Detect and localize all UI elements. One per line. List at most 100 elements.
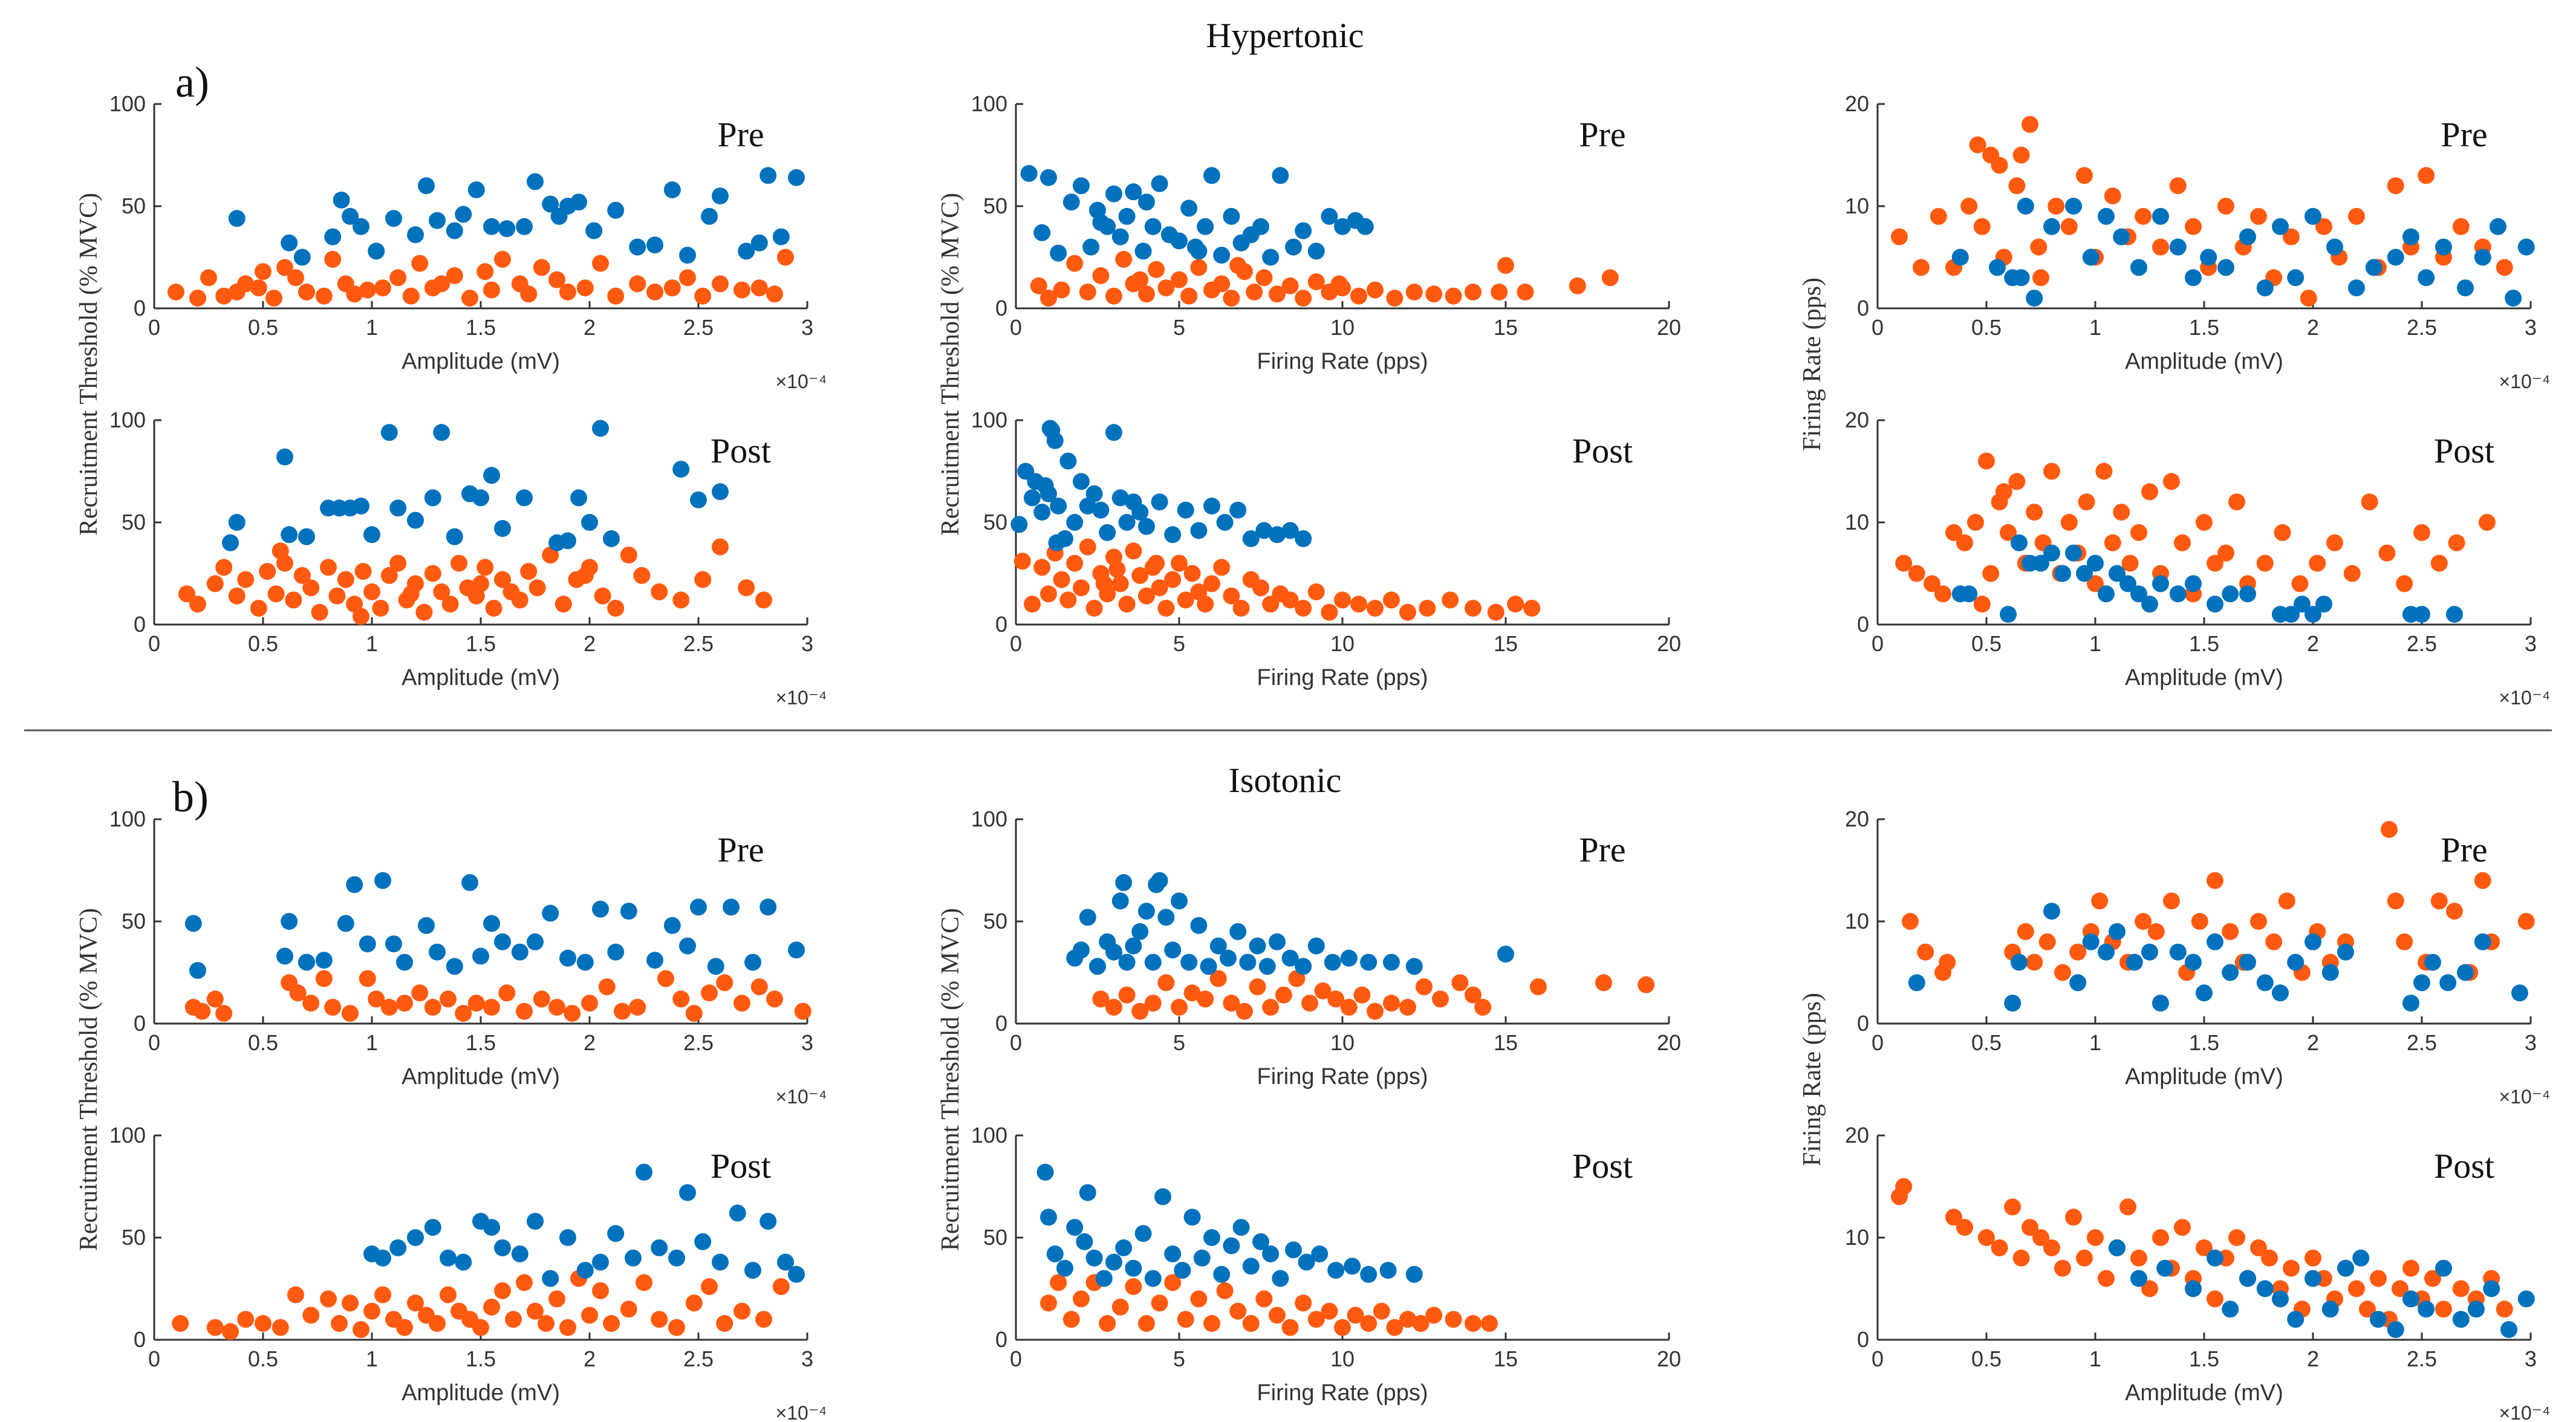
data-point-orange bbox=[237, 571, 255, 588]
data-point-orange bbox=[1908, 565, 1925, 582]
data-point-orange bbox=[685, 1005, 703, 1022]
x-tick-label: 1.5 bbox=[466, 631, 496, 656]
data-point-blue bbox=[1115, 874, 1133, 891]
data-point-blue bbox=[374, 1249, 391, 1267]
data-point-blue bbox=[1157, 909, 1175, 926]
data-point-orange bbox=[679, 269, 696, 287]
data-point-orange bbox=[1213, 275, 1231, 293]
data-point-orange bbox=[380, 999, 398, 1016]
x-tick-label: 2 bbox=[2307, 315, 2319, 340]
data-point-blue bbox=[2352, 1249, 2370, 1267]
data-point-blue bbox=[2304, 606, 2321, 623]
data-point-blue bbox=[2152, 575, 2169, 592]
data-point-orange bbox=[324, 250, 342, 268]
data-point-orange bbox=[1255, 269, 1273, 287]
y-tick-label: 100 bbox=[971, 1123, 1007, 1148]
data-point-orange bbox=[1246, 284, 1263, 300]
data-point-blue bbox=[663, 917, 681, 934]
data-point-orange bbox=[1213, 559, 1231, 576]
data-point-blue bbox=[2169, 585, 2187, 603]
data-point-orange bbox=[1281, 591, 1299, 609]
data-point-blue bbox=[1190, 242, 1208, 260]
data-point-orange bbox=[668, 1319, 685, 1336]
data-point-orange bbox=[2474, 872, 2491, 889]
data-point-orange bbox=[2163, 892, 2180, 910]
x-tick-label: 10 bbox=[1330, 1030, 1355, 1055]
data-point-orange bbox=[1902, 913, 1919, 930]
data-point-blue bbox=[1298, 1253, 1315, 1271]
data-point-orange bbox=[581, 995, 598, 1012]
data-point-blue bbox=[1177, 501, 1194, 519]
data-point-blue bbox=[1118, 953, 1136, 971]
series-orange bbox=[1092, 970, 1655, 1020]
data-point-blue bbox=[2439, 974, 2457, 992]
data-point-orange bbox=[1973, 218, 1991, 235]
data-point-orange bbox=[2021, 115, 2038, 133]
data-point-orange bbox=[1978, 1229, 1995, 1246]
data-point-orange bbox=[2517, 913, 2535, 930]
data-point-orange bbox=[2043, 1239, 2060, 1256]
x-tick-label: 5 bbox=[1173, 1346, 1185, 1371]
data-point-orange bbox=[1092, 267, 1110, 284]
x-tick-label: 5 bbox=[1173, 631, 1185, 656]
data-point-blue bbox=[1281, 522, 1299, 539]
data-point-blue bbox=[1285, 238, 1302, 256]
data-point-orange bbox=[302, 579, 320, 597]
data-point-orange bbox=[2300, 290, 2317, 307]
data-point-orange bbox=[1307, 1311, 1325, 1328]
data-point-orange bbox=[1157, 600, 1175, 617]
data-point-blue bbox=[2256, 974, 2274, 992]
y-tick-label: 100 bbox=[109, 91, 146, 116]
data-point-orange bbox=[516, 1274, 533, 1291]
data-point-blue bbox=[389, 499, 407, 517]
data-point-orange bbox=[1969, 136, 1986, 154]
data-point-blue bbox=[396, 953, 413, 971]
x-axis-label: Amplitude (mV) bbox=[2125, 665, 2283, 690]
data-point-blue bbox=[1307, 937, 1325, 955]
data-point-blue bbox=[2294, 596, 2311, 613]
data-point-orange bbox=[353, 608, 369, 625]
data-point-orange bbox=[1157, 279, 1175, 297]
data-point-orange bbox=[2228, 1229, 2245, 1246]
data-point-blue bbox=[424, 1219, 441, 1236]
data-point-orange bbox=[511, 591, 529, 609]
data-point-blue bbox=[585, 222, 603, 239]
data-point-blue bbox=[2207, 933, 2223, 950]
data-point-orange bbox=[1523, 600, 1541, 617]
data-point-orange bbox=[1144, 995, 1162, 1012]
data-point-orange bbox=[2152, 1229, 2169, 1246]
data-point-orange bbox=[1530, 978, 1547, 996]
data-point-orange bbox=[2479, 514, 2496, 531]
x-tick-label: 10 bbox=[1330, 1346, 1355, 1371]
data-point-orange bbox=[2098, 1270, 2115, 1287]
data-point-blue bbox=[2043, 544, 2060, 562]
data-point-blue bbox=[1285, 1241, 1302, 1259]
data-point-blue bbox=[1989, 259, 2006, 276]
data-point-orange bbox=[2207, 554, 2223, 572]
x-tick-label: 0.5 bbox=[248, 1346, 278, 1371]
data-point-blue bbox=[1073, 177, 1090, 195]
data-point-orange bbox=[685, 1294, 703, 1312]
data-point-orange bbox=[1157, 974, 1175, 992]
data-point-orange bbox=[1491, 284, 1508, 300]
data-point-orange bbox=[1330, 275, 1348, 293]
data-point-orange bbox=[206, 575, 224, 592]
data-point-orange bbox=[289, 984, 307, 1002]
data-point-orange bbox=[1569, 277, 1586, 294]
data-point-orange bbox=[1425, 1307, 1443, 1324]
data-point-blue bbox=[1344, 1258, 1361, 1275]
data-point-blue bbox=[353, 498, 369, 515]
panel-tag: Pre bbox=[717, 830, 764, 869]
data-point-orange bbox=[2291, 575, 2309, 592]
data-point-orange bbox=[1079, 284, 1096, 300]
data-point-blue bbox=[1180, 200, 1198, 217]
y-tick-label: 100 bbox=[971, 91, 1007, 116]
data-point-blue bbox=[2402, 1290, 2419, 1308]
data-point-orange bbox=[402, 287, 420, 305]
data-point-orange bbox=[1412, 1315, 1429, 1332]
y-tick-label: 10 bbox=[1845, 193, 1869, 218]
data-point-orange bbox=[1229, 257, 1247, 274]
data-point-blue bbox=[607, 1225, 625, 1242]
data-point-blue bbox=[1062, 193, 1080, 211]
data-point-blue bbox=[744, 953, 761, 971]
